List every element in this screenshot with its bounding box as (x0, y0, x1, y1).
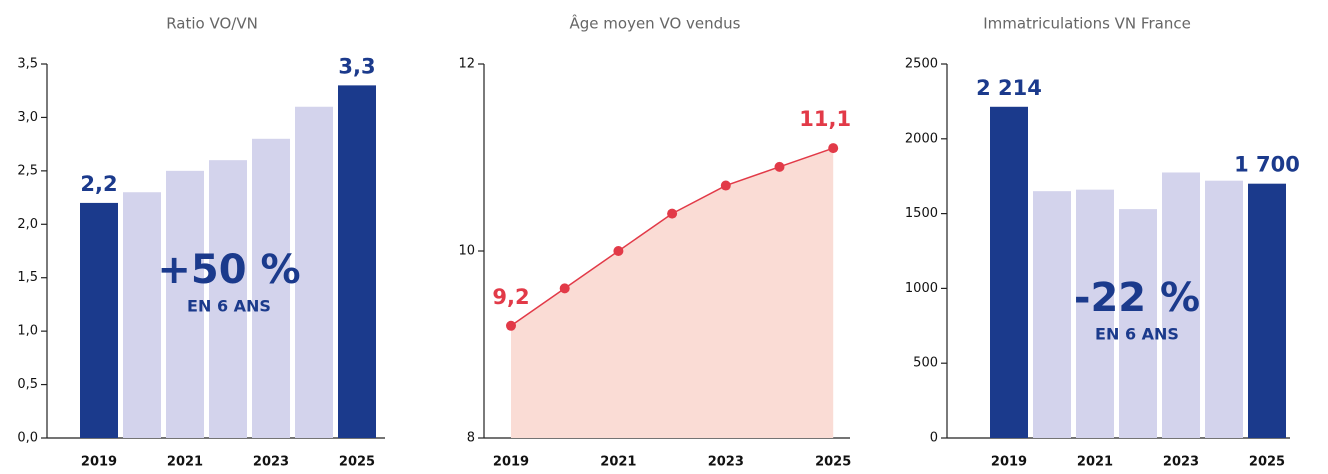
bar (1033, 191, 1071, 438)
bar (295, 106, 333, 438)
y-tick-label: 2,5 (17, 163, 38, 178)
y-tick-label: 1,5 (17, 270, 38, 285)
x-tick-label: 2023 (708, 455, 744, 470)
annotation-big: +50 % (157, 247, 300, 293)
point (774, 161, 785, 172)
x-tick-label: 2021 (167, 455, 203, 470)
y-tick-label: 0,0 (17, 431, 38, 446)
point (667, 208, 678, 219)
y-tick-label: 12 (458, 57, 475, 72)
x-tick-label: 2023 (1163, 455, 1199, 470)
x-tick-label: 2021 (1077, 455, 1113, 470)
x-tick-label: 2019 (493, 455, 529, 470)
bar (1162, 172, 1200, 438)
y-tick-label: 2000 (905, 131, 938, 146)
point (506, 320, 516, 331)
value-label: 2,2 (80, 172, 117, 196)
x-tick-label: 2023 (253, 455, 289, 470)
annotation-small: EN 6 ANS (187, 297, 271, 316)
bar (80, 202, 118, 438)
bar (166, 170, 204, 438)
x-tick-label: 2019 (991, 455, 1027, 470)
y-tick-label: 3,5 (17, 57, 38, 72)
bar (338, 85, 376, 438)
point (720, 180, 731, 191)
annotation-small: EN 6 ANS (1095, 325, 1179, 344)
bar (209, 160, 247, 438)
value-label: 2 214 (976, 76, 1042, 100)
x-tick-label: 2021 (600, 455, 636, 470)
y-tick-label: 1500 (905, 206, 938, 221)
y-tick-label: 500 (913, 356, 938, 371)
point (559, 283, 570, 294)
bar (990, 106, 1028, 439)
value-label: 3,3 (338, 54, 375, 78)
y-tick-label: 3,0 (17, 110, 38, 125)
point (828, 143, 839, 154)
bar (1248, 183, 1286, 438)
y-tick-label: 2,0 (17, 217, 38, 232)
bar (252, 138, 290, 439)
x-tick-label: 2025 (339, 455, 375, 470)
chart-title: Ratio VO/VN (166, 15, 258, 33)
value-label: 9,2 (492, 285, 529, 309)
y-tick-label: 0 (930, 431, 938, 446)
y-tick-label: 2500 (905, 57, 938, 72)
area (511, 148, 834, 438)
x-tick-label: 2025 (1249, 455, 1285, 470)
value-label: 11,1 (799, 107, 851, 131)
chart-title: Âge moyen VO vendus (570, 14, 741, 33)
y-tick-label: 0,5 (17, 377, 38, 392)
chart-title: Immatriculations VN France (983, 15, 1191, 33)
y-tick-label: 10 (458, 244, 475, 259)
point (613, 246, 624, 256)
y-tick-label: 1,0 (17, 324, 38, 339)
bar (123, 192, 161, 438)
x-tick-label: 2019 (81, 455, 117, 470)
y-tick-label: 8 (467, 431, 475, 446)
value-label: 1 700 (1234, 153, 1300, 177)
annotation-big: -22 % (1074, 275, 1200, 321)
x-tick-label: 2025 (815, 455, 851, 470)
bar (1205, 180, 1243, 439)
bar (1119, 209, 1157, 438)
bar (1076, 189, 1114, 438)
y-tick-label: 1000 (905, 281, 938, 296)
